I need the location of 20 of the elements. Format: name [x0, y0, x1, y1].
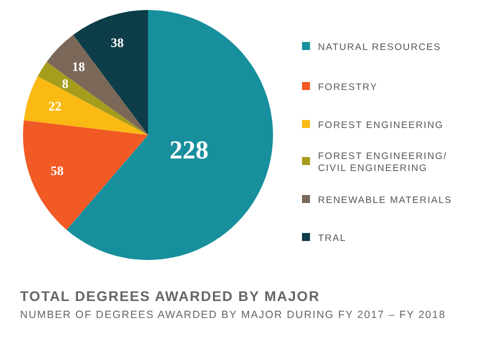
legend-label: NATURAL RESOURCES	[318, 42, 442, 53]
legend-label: FOREST ENGINEERING/ CIVIL ENGINEERING	[318, 151, 448, 174]
pie-slice	[24, 76, 148, 135]
data-label: 38	[110, 34, 124, 50]
legend-label: FOREST ENGINEERING	[318, 120, 444, 131]
pie-slice	[66, 10, 273, 260]
text: TOTAL DEGREES AWARDED BY MAJOR	[20, 288, 320, 304]
pie-slice	[38, 62, 148, 135]
pie-slice	[23, 120, 148, 230]
data-label: 58	[50, 162, 64, 178]
legend-label: TRAL	[318, 233, 346, 244]
pie-slice	[73, 10, 148, 135]
data-label: 228	[170, 136, 209, 165]
pie-slice	[46, 34, 148, 135]
legend-label: FORESTRY	[318, 82, 378, 93]
legend-label: RENEWABLE MATERIALS	[318, 195, 452, 206]
data-label: 22	[48, 98, 62, 114]
data-label: 8	[62, 76, 70, 91]
data-label: 18	[72, 59, 86, 74]
text: NUMBER OF DEGREES AWARDED BY MAJOR DURING FY 2017 – FY 2018	[20, 309, 446, 321]
